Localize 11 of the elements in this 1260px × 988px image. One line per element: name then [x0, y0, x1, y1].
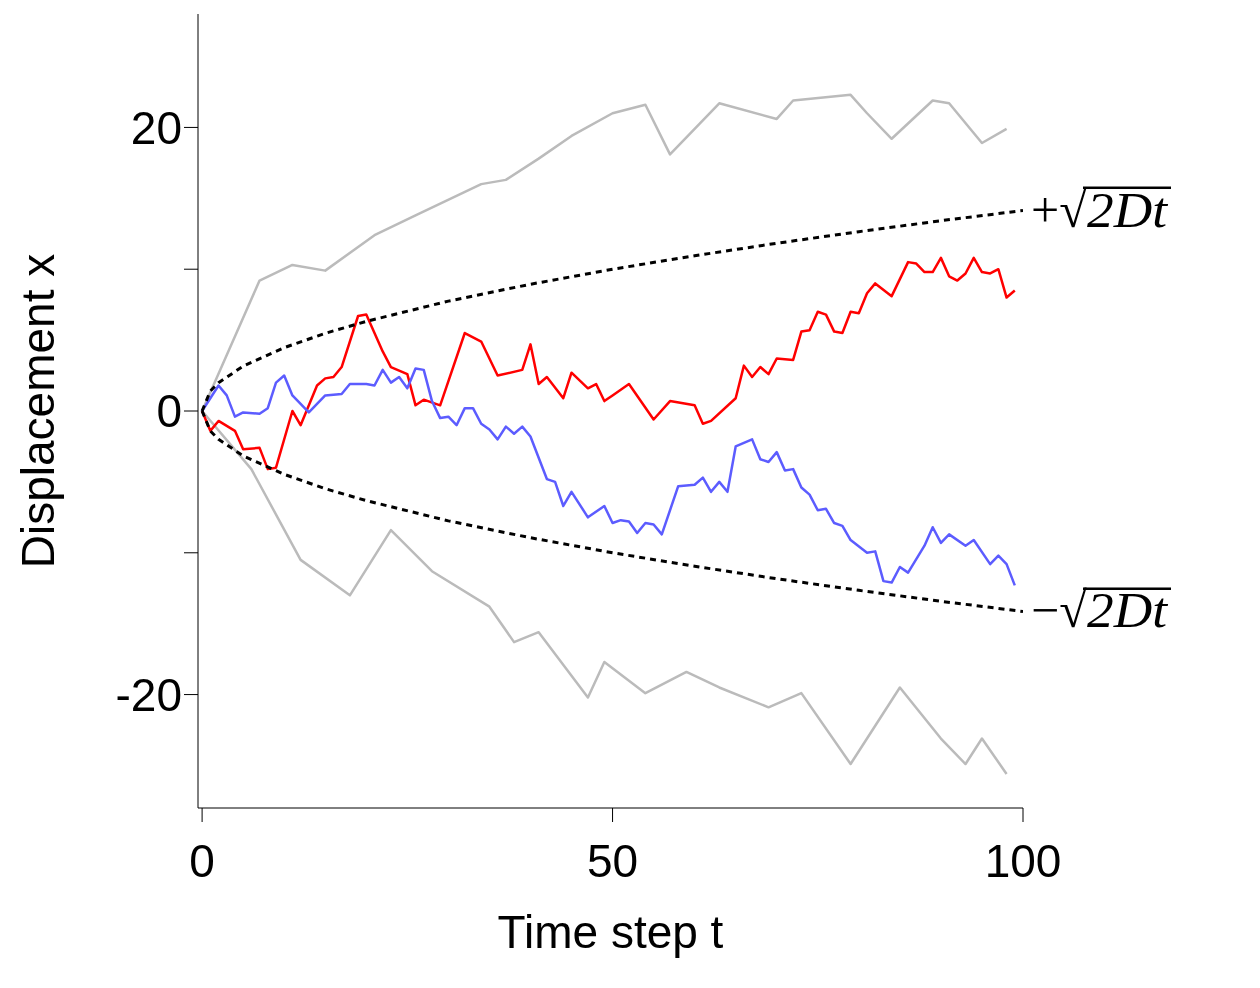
x-tick-label: 100	[984, 834, 1062, 887]
x-tick-label: 0	[189, 834, 215, 887]
y-tick-label: 0	[156, 385, 182, 438]
line-series	[200, 256, 1017, 471]
x-axis-title: Time step t	[497, 906, 724, 958]
x-tick-label: 50	[586, 834, 639, 887]
y-axis-title: Displacement x	[12, 253, 65, 569]
legend-label: −√2Dt	[1031, 582, 1169, 639]
y-tick-label: 20	[130, 101, 182, 154]
legend-label: +√2Dt	[1031, 181, 1169, 238]
y-tick-label: -20	[115, 668, 182, 721]
